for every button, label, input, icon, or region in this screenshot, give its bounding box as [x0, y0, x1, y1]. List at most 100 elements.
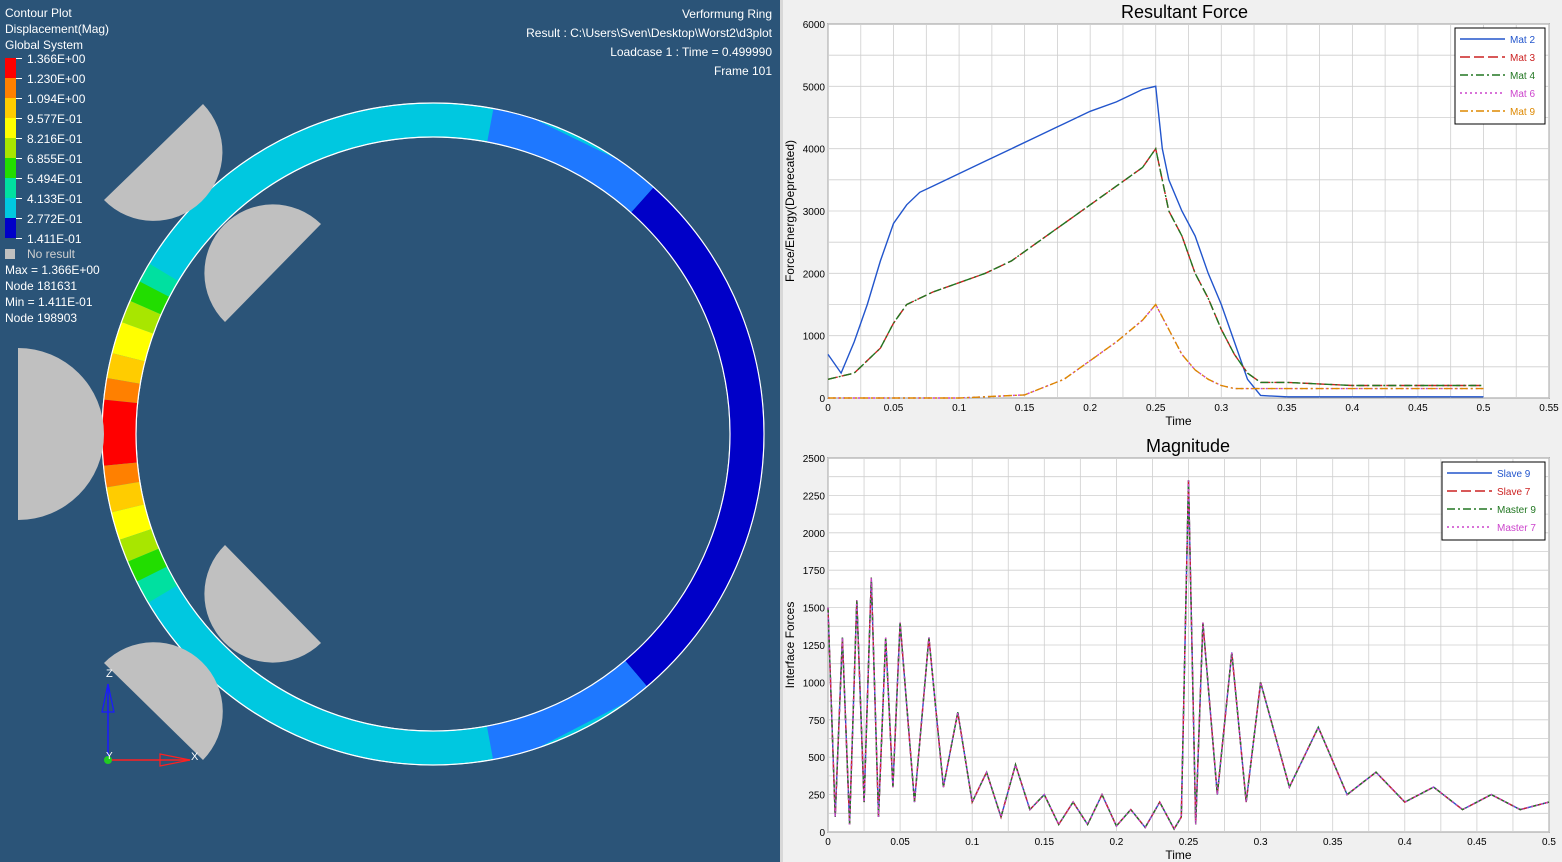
legend-entry: Master 9 — [1497, 505, 1536, 516]
legend-entry: Mat 4 — [1510, 71, 1535, 82]
legend-swatch — [5, 98, 16, 118]
legend-box — [1441, 461, 1546, 541]
x-tick-label: 0.3 — [1254, 837, 1268, 848]
x-tick-label: 0.05 — [884, 403, 904, 414]
legend-entry: Slave 9 — [1497, 469, 1531, 480]
tool-top-inner[interactable] — [204, 204, 321, 322]
contour-viewport[interactable]: Contour Plot Displacement(Mag) Global Sy… — [0, 0, 780, 862]
chart-title: Resultant Force — [1121, 2, 1249, 22]
x-axis-title: Time — [1165, 414, 1192, 428]
y-tick-label: 1000 — [803, 332, 826, 343]
x-tick-label: 0.05 — [890, 837, 910, 848]
legend-swatch — [5, 178, 16, 198]
legend-value: 4.133E-01 — [27, 192, 83, 206]
series-line — [827, 146, 1484, 387]
max-node: Node 181631 — [5, 279, 78, 293]
y-tick-label: 4000 — [803, 145, 826, 156]
x-tick-label: 0.25 — [1146, 403, 1166, 414]
result-type-label: Displacement(Mag) — [5, 22, 110, 36]
max-value: Max = 1.366E+00 — [5, 263, 100, 277]
plot-type-label: Contour Plot — [5, 6, 72, 20]
y-tick-label: 1250 — [803, 641, 826, 652]
min-value: Min = 1.411E-01 — [5, 295, 93, 309]
min-node: Node 198903 — [5, 311, 78, 325]
x-tick-label: 0.4 — [1345, 403, 1359, 414]
y-tick-label: 0 — [819, 828, 825, 839]
chart-title: Magnitude — [1146, 436, 1231, 456]
x-tick-label: 0.5 — [1542, 837, 1556, 848]
y-tick-label: 0 — [819, 394, 825, 405]
y-axis-title: Force/Energy(Deprecated) — [783, 140, 797, 282]
x-tick-label: 0.2 — [1083, 403, 1097, 414]
magnitude-chart[interactable]: 0 0.05 0.1 0.15 0.2 0.25 0.3 0.35 0.4 0.45 0.5 0 250… — [783, 430, 1562, 862]
legend-swatch — [5, 78, 16, 98]
legend-swatch — [5, 138, 16, 158]
legend-value: 1.094E+00 — [27, 92, 86, 106]
series-line — [827, 85, 1484, 398]
tool-bottom-outer[interactable] — [104, 642, 223, 760]
y-axis-title: Interface Forces — [783, 602, 797, 689]
legend-entry: Slave 7 — [1497, 487, 1531, 498]
no-result-label: No result — [27, 247, 76, 261]
legend-swatch — [5, 158, 16, 178]
legend-value: 6.855E-01 — [27, 152, 83, 166]
result-path: Result : C:\Users\Sven\Desktop\Worst2\d3… — [526, 26, 772, 40]
y-tick-label: 1500 — [803, 604, 826, 615]
legend-value: 8.216E-01 — [27, 132, 83, 146]
legend-value: 1.366E+00 — [27, 52, 86, 66]
x-tick-label: 0.4 — [1398, 837, 1412, 848]
y-tick-label: 2500 — [803, 454, 826, 465]
panel-divider[interactable] — [780, 0, 783, 862]
legend-value: 2.772E-01 — [27, 212, 83, 226]
x-tick-label: 0.15 — [1015, 403, 1035, 414]
legend-entry: Mat 3 — [1510, 53, 1535, 64]
y-tick-label: 1750 — [803, 566, 826, 577]
legend-swatch — [5, 58, 16, 78]
model-title: Verformung Ring — [681, 7, 772, 21]
series-line — [828, 303, 1484, 399]
no-result-swatch — [5, 249, 15, 259]
axis-y-label: Y — [106, 751, 113, 762]
model-canvas[interactable] — [0, 0, 780, 862]
y-tick-label: 5000 — [803, 82, 826, 93]
loadcase-time: Loadcase 1 : Time = 0.499990 — [610, 45, 772, 59]
tool-bottom-inner[interactable] — [204, 545, 321, 663]
legend-swatch — [5, 198, 16, 218]
x-tick-label: 0.1 — [965, 837, 979, 848]
y-tick-label: 3000 — [803, 207, 826, 218]
axis-triad — [101, 683, 191, 767]
x-tick-label: 0.45 — [1467, 837, 1487, 848]
legend-value: 9.577E-01 — [27, 112, 83, 126]
y-tick-label: 500 — [808, 753, 825, 764]
x-tick-label: 0.5 — [1477, 403, 1491, 414]
legend-entry: Mat 6 — [1510, 89, 1535, 100]
x-tick-label: 0.35 — [1277, 403, 1297, 414]
legend-value: 1.411E-01 — [27, 232, 82, 246]
y-tick-label: 750 — [808, 716, 825, 727]
series-line — [827, 146, 1484, 387]
legend-swatch — [5, 218, 16, 238]
y-tick-label: 1000 — [803, 678, 826, 689]
y-tick-label: 250 — [808, 791, 825, 802]
legend-swatch — [5, 118, 16, 138]
x-axis-title: Time — [1165, 848, 1192, 862]
legend-value: 1.230E+00 — [27, 72, 86, 86]
y-tick-label: 2250 — [803, 491, 826, 502]
x-tick-label: 0.55 — [1539, 403, 1559, 414]
y-tick-label: 6000 — [803, 20, 826, 31]
legend-entry: Mat 9 — [1510, 107, 1535, 118]
plot-panels: Resultant Force 0 0.05 0.1 0.15 0.2 0.25 0.3 0.… — [783, 0, 1562, 862]
legend-box — [1454, 27, 1546, 125]
series-line — [827, 480, 1550, 831]
tool-top-outer[interactable] — [104, 104, 223, 221]
axis-x-label: X — [191, 751, 199, 763]
x-tick-label: 0.35 — [1323, 837, 1343, 848]
x-tick-label: 0.45 — [1408, 403, 1428, 414]
x-tick-label: 0.2 — [1109, 837, 1123, 848]
tool-left[interactable] — [18, 348, 104, 520]
legend-entry: Mat 2 — [1510, 35, 1535, 46]
x-tick-label: 0.25 — [1179, 837, 1199, 848]
resultant-force-chart[interactable]: 0 0.05 0.1 0.15 0.2 0.25 0.3 0.35 0.4 0.45 0.5 0.55… — [783, 0, 1562, 430]
x-tick-label: 0.15 — [1035, 837, 1055, 848]
axis-z-label: Z — [106, 668, 113, 680]
